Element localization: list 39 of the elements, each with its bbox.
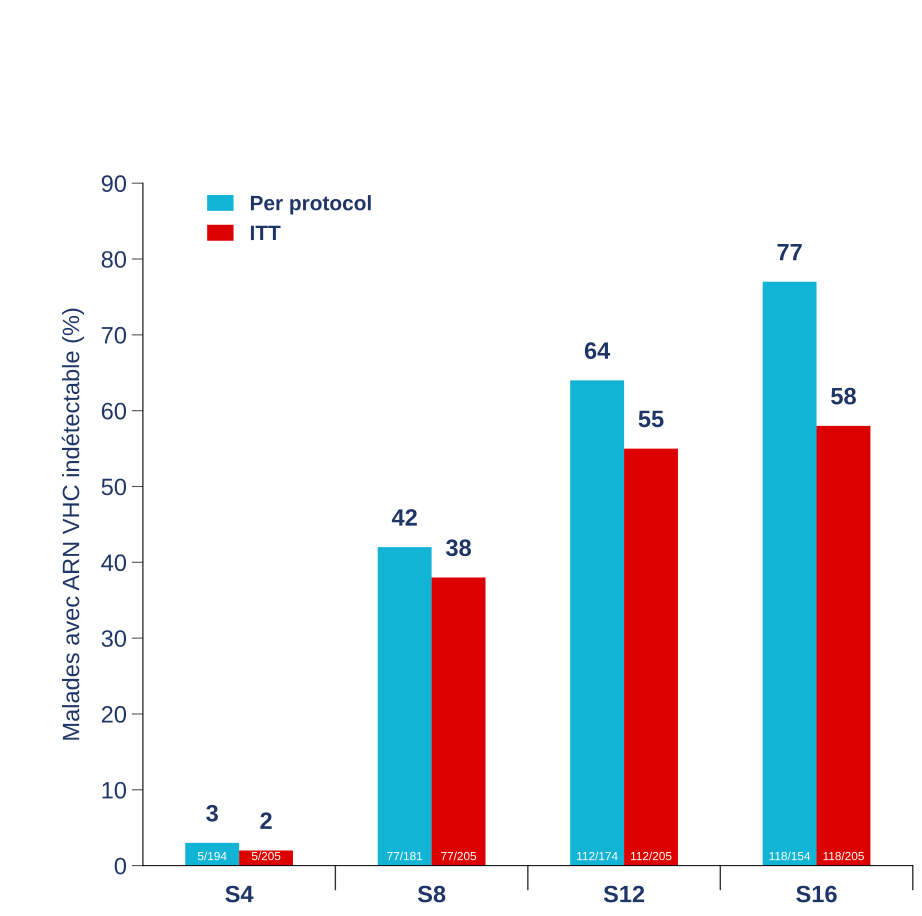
y-tick-label: 40: [101, 554, 126, 572]
annotation: 77/205: [441, 852, 476, 860]
bar: [432, 577, 486, 866]
x-tick-label: S16: [796, 886, 837, 902]
annotation: 112/174: [577, 852, 618, 860]
data-label: 55: [638, 410, 664, 428]
bar: [816, 426, 870, 866]
y-axis-title: Malades avec ARN VHC indétectable (%): [62, 308, 84, 740]
data-label: 3: [206, 804, 218, 822]
bar: [378, 547, 432, 866]
data-label: 42: [392, 509, 417, 526]
legend-label: ITT: [250, 226, 281, 240]
bar: [762, 282, 817, 866]
x-tick-label: S12: [604, 886, 644, 902]
data-label: 58: [831, 388, 856, 405]
annotation: 77/181: [387, 852, 422, 860]
x-tick-label: S8: [418, 886, 446, 902]
y-tick-label: 30: [102, 630, 126, 647]
data-label: 77: [777, 244, 802, 260]
annotation: 112/205: [631, 852, 672, 860]
y-tick-label: 80: [102, 251, 126, 268]
y-tick-label: 10: [102, 782, 126, 799]
legend-label: Per protocol: [250, 195, 371, 215]
annotation: 118/154: [770, 852, 810, 860]
annotation: 118/205: [823, 852, 864, 860]
y-tick-label: 60: [102, 402, 126, 420]
y-tick-label: 50: [102, 478, 126, 496]
y-tick-label: 0: [114, 858, 126, 874]
y-tick-label: 20: [102, 706, 126, 723]
y-tick-label: 70: [102, 326, 126, 344]
annotation: 5/194: [198, 852, 227, 860]
data-label: 2: [260, 812, 272, 829]
data-label: 38: [446, 539, 471, 556]
data-label: 64: [584, 342, 610, 360]
x-tick-label: S4: [225, 886, 254, 902]
bar: [624, 448, 678, 866]
bar: [570, 380, 624, 866]
y-tick-label: 90: [102, 175, 126, 192]
annotation: 5/205: [252, 852, 280, 860]
